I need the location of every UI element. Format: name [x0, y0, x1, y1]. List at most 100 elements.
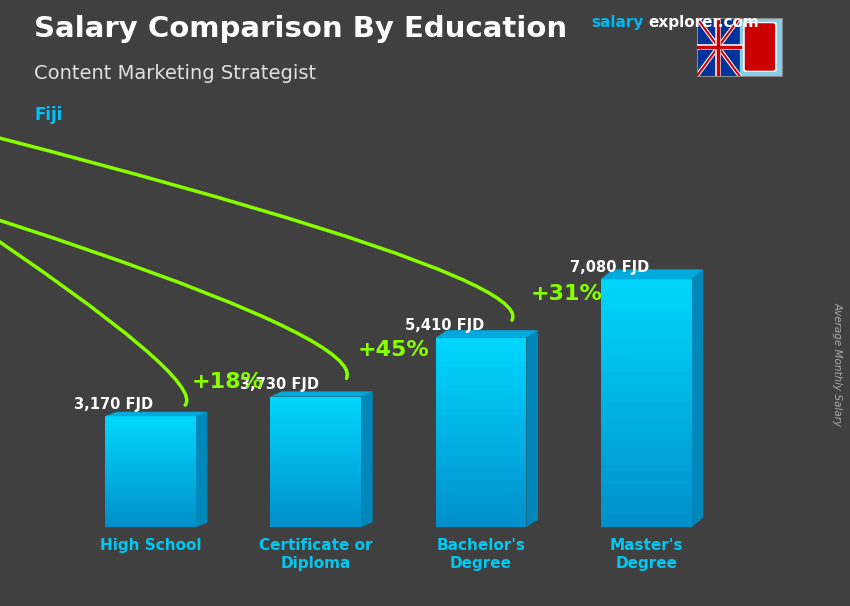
- Bar: [105, 441, 196, 444]
- Bar: [601, 397, 692, 403]
- Bar: [435, 361, 526, 366]
- Polygon shape: [361, 391, 372, 527]
- Bar: [270, 518, 361, 521]
- Bar: [105, 464, 196, 466]
- Bar: [105, 458, 196, 461]
- Bar: [435, 470, 526, 475]
- Bar: [601, 502, 692, 508]
- Bar: [435, 522, 526, 527]
- Bar: [105, 416, 196, 419]
- Bar: [435, 347, 526, 352]
- Bar: [601, 298, 692, 304]
- Text: 7,080 FJD: 7,080 FJD: [570, 260, 649, 275]
- Bar: [435, 409, 526, 413]
- Bar: [270, 488, 361, 491]
- Bar: [105, 436, 196, 438]
- Bar: [601, 422, 692, 428]
- Bar: [435, 352, 526, 357]
- Bar: [270, 442, 361, 445]
- Bar: [270, 403, 361, 407]
- Text: explorer.com: explorer.com: [649, 15, 759, 30]
- Text: 3,170 FJD: 3,170 FJD: [75, 397, 154, 411]
- Bar: [270, 410, 361, 413]
- Bar: [270, 485, 361, 488]
- Bar: [270, 462, 361, 465]
- Bar: [105, 461, 196, 464]
- Text: Fiji: Fiji: [34, 106, 62, 124]
- Bar: [105, 516, 196, 519]
- Bar: [601, 285, 692, 291]
- Bar: [270, 423, 361, 426]
- Bar: [601, 441, 692, 447]
- Bar: [601, 515, 692, 521]
- Bar: [601, 435, 692, 441]
- Bar: [435, 513, 526, 518]
- Bar: [270, 416, 361, 419]
- Bar: [270, 396, 361, 400]
- Bar: [105, 422, 196, 425]
- Bar: [697, 18, 740, 76]
- Bar: [105, 433, 196, 436]
- FancyBboxPatch shape: [744, 23, 776, 71]
- Bar: [270, 433, 361, 436]
- Bar: [601, 379, 692, 385]
- Text: 3,730 FJD: 3,730 FJD: [240, 377, 319, 392]
- Bar: [601, 391, 692, 397]
- Bar: [601, 459, 692, 465]
- Polygon shape: [601, 270, 703, 279]
- FancyBboxPatch shape: [745, 24, 774, 70]
- Bar: [105, 438, 196, 441]
- Text: +45%: +45%: [358, 340, 429, 360]
- Bar: [270, 445, 361, 449]
- Bar: [435, 371, 526, 376]
- Bar: [270, 478, 361, 482]
- Bar: [270, 475, 361, 478]
- Bar: [105, 425, 196, 427]
- Bar: [105, 485, 196, 488]
- Bar: [270, 439, 361, 442]
- Bar: [270, 514, 361, 518]
- Bar: [435, 494, 526, 499]
- Text: 5,410 FJD: 5,410 FJD: [405, 318, 484, 333]
- Bar: [601, 341, 692, 347]
- Bar: [601, 471, 692, 478]
- Bar: [601, 490, 692, 496]
- Polygon shape: [270, 391, 372, 396]
- Bar: [270, 419, 361, 423]
- Bar: [601, 447, 692, 453]
- Bar: [105, 471, 196, 474]
- Bar: [270, 459, 361, 462]
- Bar: [601, 366, 692, 372]
- Text: +31%: +31%: [531, 284, 603, 304]
- Bar: [435, 413, 526, 418]
- Bar: [105, 488, 196, 491]
- Bar: [601, 416, 692, 422]
- Bar: [270, 511, 361, 514]
- Bar: [105, 444, 196, 447]
- Bar: [601, 329, 692, 335]
- Bar: [105, 450, 196, 452]
- Bar: [270, 465, 361, 468]
- Bar: [270, 504, 361, 508]
- Bar: [435, 338, 526, 342]
- Bar: [270, 436, 361, 439]
- Bar: [435, 465, 526, 470]
- Bar: [601, 335, 692, 341]
- Bar: [270, 491, 361, 494]
- Bar: [740, 18, 782, 76]
- Bar: [601, 496, 692, 502]
- Bar: [270, 521, 361, 524]
- Bar: [601, 354, 692, 360]
- Bar: [105, 494, 196, 497]
- Bar: [601, 478, 692, 484]
- Bar: [601, 521, 692, 527]
- Bar: [435, 423, 526, 428]
- Bar: [435, 442, 526, 447]
- Bar: [601, 304, 692, 310]
- Text: Content Marketing Strategist: Content Marketing Strategist: [34, 64, 316, 82]
- Bar: [435, 342, 526, 347]
- Bar: [105, 452, 196, 455]
- Bar: [601, 372, 692, 379]
- Bar: [105, 419, 196, 422]
- Bar: [435, 499, 526, 504]
